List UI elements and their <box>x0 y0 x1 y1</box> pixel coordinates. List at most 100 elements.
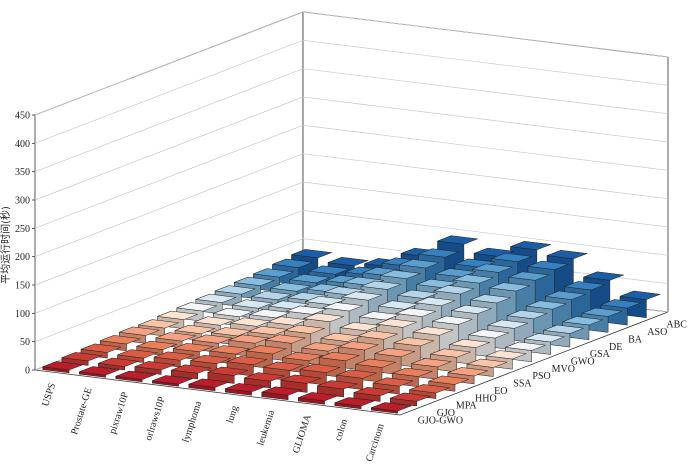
z-tick-label: 0 <box>25 366 30 377</box>
z-tick-label: 250 <box>15 224 30 235</box>
gridline-450 <box>34 11 669 116</box>
bar-face-top <box>373 377 414 387</box>
bar-face-top <box>508 271 549 281</box>
z-tick-label: 300 <box>15 196 30 207</box>
dataset-label: lymphoma <box>180 399 204 444</box>
bar-face-top <box>134 361 176 371</box>
bar-face-top <box>414 297 456 307</box>
bar <box>372 377 414 395</box>
bar-face-top <box>341 291 383 301</box>
z-tick-label: 450 <box>15 111 30 122</box>
bar-face-top <box>176 302 217 312</box>
bar-face-top <box>491 252 532 262</box>
bar-face-top <box>251 291 292 301</box>
bar-face-top <box>449 338 490 348</box>
bar-face-top <box>472 263 513 273</box>
bar-face-top <box>246 345 287 355</box>
bar <box>409 384 450 399</box>
bar-face-top <box>355 358 396 368</box>
bar-face-top <box>291 249 332 259</box>
bar-face-top <box>234 276 275 286</box>
bar-face-top <box>392 367 433 377</box>
bar-face-top <box>600 299 642 309</box>
bar-face-top <box>194 316 235 326</box>
bar-face-top <box>138 319 179 329</box>
dataset-label: Carcinom <box>364 422 387 463</box>
algorithm-label: GJO-GWO <box>418 415 464 426</box>
bar-face-top <box>247 326 289 336</box>
bar-face-top <box>328 257 369 267</box>
bar <box>79 366 120 378</box>
algorithm-label: GSA <box>590 349 611 360</box>
algorithm-label: GJO <box>437 408 455 419</box>
gridline-350 <box>34 68 669 173</box>
bar-face-top <box>228 334 269 344</box>
bar-face-top <box>545 290 586 300</box>
bar <box>261 386 302 401</box>
bar-face-top <box>466 358 508 368</box>
bar-face-top <box>378 300 419 310</box>
bar-face-top <box>395 307 436 317</box>
bar-face-top <box>174 324 216 335</box>
bar-face-top <box>447 367 488 377</box>
z-tick-label: 400 <box>15 139 30 150</box>
bar-face-top <box>190 354 231 364</box>
bars <box>42 235 661 414</box>
bar-face-top <box>98 357 139 367</box>
bar-face-top <box>620 290 661 300</box>
bar-face-top <box>173 343 214 353</box>
bar-face-top <box>270 282 311 292</box>
bar <box>171 364 212 380</box>
bar-face-top <box>192 334 233 344</box>
bar-face-top <box>413 326 454 336</box>
bar-face-top <box>265 334 306 344</box>
bar <box>99 335 141 352</box>
bar-face-top <box>289 274 330 284</box>
bar-face-top <box>583 271 624 281</box>
bar <box>280 374 322 393</box>
algorithm-label: PSO <box>532 371 550 382</box>
bar-face-top <box>371 402 412 412</box>
bar-face-top <box>453 274 494 284</box>
bar-face-top <box>486 350 527 360</box>
bar-face-top <box>152 375 193 385</box>
bar <box>390 392 431 407</box>
bar-face-top <box>319 351 360 362</box>
bar-face-top <box>79 366 120 376</box>
bar-face-top <box>263 361 304 371</box>
bar-face-top <box>359 311 400 321</box>
bar-face-top <box>303 312 344 323</box>
algorithm-label: ASO <box>647 327 667 338</box>
bar <box>98 357 139 371</box>
bar-face-top <box>119 326 160 336</box>
bar-face-top <box>376 318 417 328</box>
gridline-150 <box>34 181 669 286</box>
bar-face-top <box>155 332 196 342</box>
bar-face-top <box>581 307 622 317</box>
bar-face-top <box>353 387 395 397</box>
dataset-label: pixraw10P <box>107 390 131 435</box>
algorithm-label: BA <box>628 334 643 345</box>
bar-face-top <box>527 260 569 270</box>
algorithm-label: MVO <box>552 364 575 375</box>
bar-face-top <box>430 348 471 358</box>
bar-face-top <box>338 341 379 351</box>
bar-face-top <box>409 384 450 394</box>
bar-face-top <box>230 317 271 327</box>
bar-face-top <box>157 310 198 320</box>
bar-face-top <box>390 392 431 402</box>
bar-face-top <box>213 307 254 318</box>
bar <box>42 361 83 374</box>
bar-face-top <box>61 352 103 362</box>
gridline-400 <box>34 39 669 144</box>
bar-face-top <box>227 356 268 366</box>
bar-face-top <box>261 386 302 396</box>
dataset-label: lung <box>225 404 241 424</box>
algorithm-label: GWO <box>571 357 595 368</box>
bar-face-top <box>374 347 415 358</box>
bar <box>339 321 381 352</box>
bar-face-top <box>211 327 252 337</box>
